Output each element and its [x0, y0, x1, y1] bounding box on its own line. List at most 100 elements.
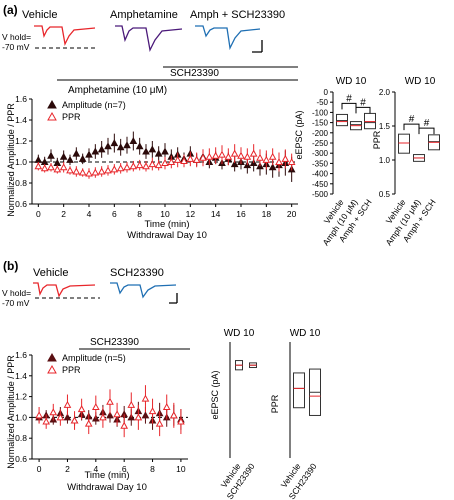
amplitude-point: [59, 152, 68, 160]
amplitude-point: [104, 142, 112, 150]
ppr-point: [162, 402, 171, 410]
trace-sch-b: [110, 282, 177, 299]
amplitude-point: [142, 147, 150, 155]
x-tick-label: 10: [160, 209, 170, 219]
trace-amphetamine: [115, 25, 183, 53]
amplitude-point: [141, 411, 150, 419]
y-tick-label: 1.6: [15, 94, 27, 104]
legend-a-ppr-marker: [47, 111, 57, 121]
ppr-point: [243, 152, 252, 160]
trace-label-amphetamine: Amphetamine: [110, 9, 178, 21]
ppr-point: [77, 405, 86, 413]
ppr-point: [224, 152, 233, 160]
y-tick-label: -100: [312, 108, 329, 117]
scale-bar: [252, 40, 263, 53]
amplitude-point: [85, 150, 93, 158]
box-a1-ylabel: eEPSC (pA): [294, 110, 304, 159]
significance-mark: #: [360, 97, 366, 108]
box-a2-title: WD 10: [405, 76, 436, 87]
amplitude-point: [78, 154, 87, 162]
x-tick-label: 8: [137, 209, 142, 219]
y-tick-label: 0: [324, 88, 329, 97]
y-tick-label: 1.2: [15, 392, 27, 402]
x-tick-label: 0: [36, 209, 41, 219]
trace-label-amph-sch: Amph + SCH23390: [190, 9, 285, 21]
ppr-point: [135, 161, 144, 169]
amplitude-point: [53, 159, 62, 167]
y-tick-label: -300: [312, 149, 329, 158]
x-tick-label: 12: [186, 209, 196, 219]
x-tick-label: 4: [87, 209, 92, 219]
y-tick-label: -250: [312, 139, 329, 148]
x-tick-label: 14: [211, 209, 221, 219]
amplitude-point: [34, 155, 43, 163]
x-tick-label: 2: [65, 464, 70, 474]
ppr-point: [116, 164, 125, 172]
significance-mark: #: [346, 93, 352, 104]
ppr-point: [35, 411, 43, 419]
ts-b-xlabel: Time (min): [84, 470, 129, 481]
amplitude-point: [110, 139, 119, 147]
ppr-point: [63, 400, 72, 408]
significance-bracket: [418, 127, 435, 135]
significance-bracket: [355, 106, 371, 114]
ppr-point: [230, 149, 239, 157]
ppr-point: [249, 149, 258, 157]
trace-label-vehicle-b: Vehicle: [33, 267, 68, 279]
trace-label-sch-b: SCH23390: [110, 267, 164, 279]
box: [293, 372, 305, 409]
x-tick-label: 8: [150, 464, 155, 474]
box-b2-ylabel: PPR: [270, 394, 280, 413]
y-tick-label: -450: [312, 180, 329, 189]
ts-a-xlabel: Time (min): [144, 219, 189, 230]
y-tick-label: 0.6: [15, 199, 27, 209]
y-tick-label: 1.0: [379, 156, 391, 165]
ppr-point: [47, 163, 55, 171]
x-tick-label: 2: [61, 209, 66, 219]
ppr-point: [129, 162, 138, 170]
box-b2-title: WD 10: [290, 328, 321, 339]
ppr-point: [110, 165, 119, 173]
ppr-point: [99, 413, 107, 421]
legend-a-ppr-label: PPR: [62, 112, 81, 122]
ppr-point: [287, 157, 296, 165]
ppr-point: [34, 162, 43, 170]
y-tick-label: 1.4: [15, 115, 27, 125]
ppr-point: [167, 157, 176, 165]
y-tick-label: -400: [312, 170, 329, 179]
vhold-label: V hold=: [2, 32, 31, 42]
ppr-point: [66, 166, 74, 174]
y-tick-label: 0.5: [379, 190, 391, 199]
panel-a-label: (a): [3, 3, 18, 17]
y-tick-label: 1.4: [15, 371, 27, 381]
y-tick-label: -350: [312, 159, 329, 168]
x-tick-label: 4: [93, 464, 98, 474]
trace-vehicle: [34, 25, 96, 47]
ppr-point: [78, 168, 87, 176]
amplitude-point: [106, 411, 114, 419]
box-b1-title: WD 10: [224, 328, 255, 339]
panel-b-label: (b): [3, 259, 18, 273]
ppr-point: [177, 417, 185, 425]
x-tick-label: 20: [287, 209, 297, 219]
amplitude-point: [268, 163, 277, 171]
timeseries-plot-b: 0.6 0.8 1.0 1.2 1.4 1.6 0 2 4 6 8 10: [15, 350, 188, 474]
significance-bracket: [341, 102, 357, 110]
ppr-point: [211, 151, 220, 159]
ppr-point: [59, 163, 68, 171]
y-tick-label: -150: [312, 119, 329, 128]
legend-b-ppr-marker: [47, 364, 57, 374]
y-tick-label: 1.5: [379, 122, 391, 131]
legend-b: Amplitude (n=5) PPR: [47, 352, 126, 375]
legend-a-amplitude-label: Amplitude (n=7): [62, 100, 126, 110]
ppr-point: [85, 169, 93, 177]
ppr-point: [91, 402, 100, 410]
ppr-point: [53, 165, 62, 173]
trace-amph-sch: [195, 25, 261, 51]
ppr-point: [268, 152, 277, 160]
amphetamine-bar-label: Amphetamine (10 μM): [68, 85, 167, 96]
x-tick-label: 6: [112, 209, 117, 219]
